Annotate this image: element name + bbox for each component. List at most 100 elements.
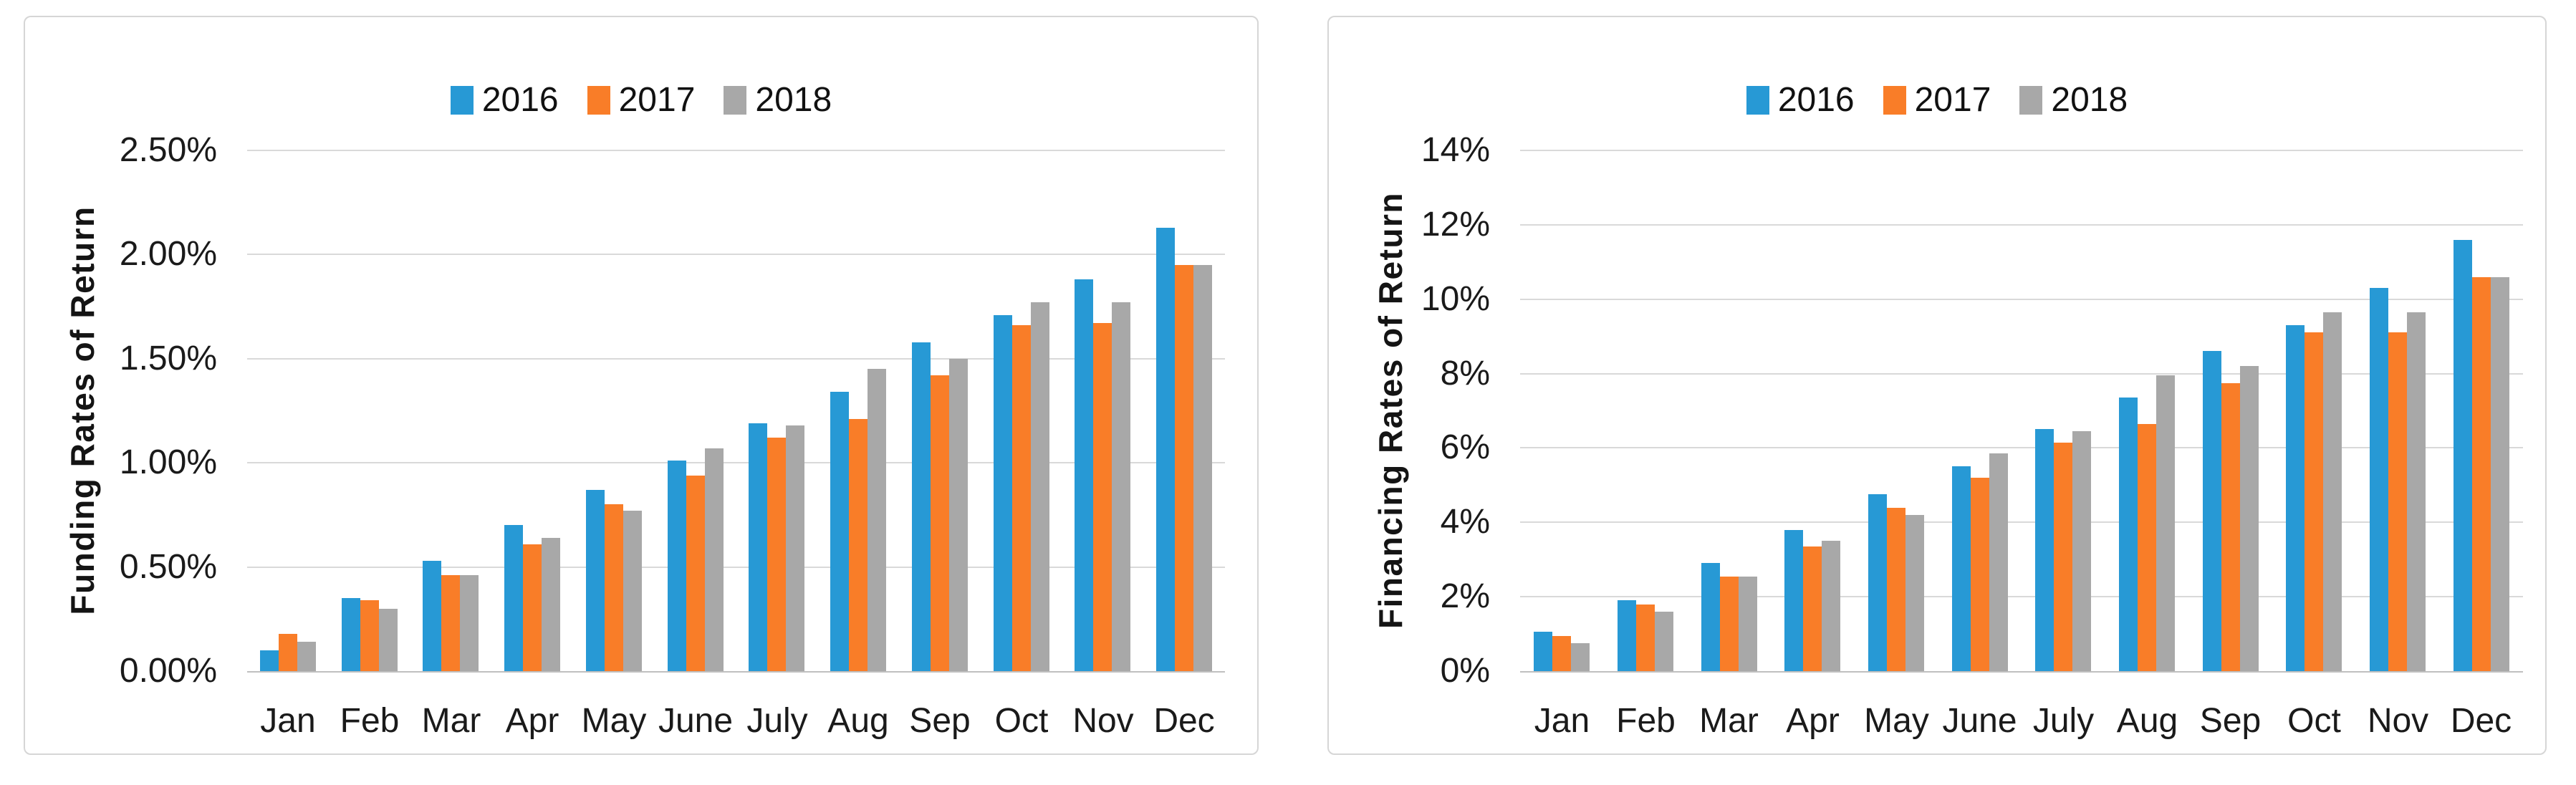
y-axis-title: Financing Rates of Return [1372,192,1409,629]
bar-2016-Mar [423,561,441,671]
gridline [247,462,1225,464]
x-tick-label: Mar [421,702,481,740]
bar-2018-May [623,511,642,671]
legend-label: 2017 [1914,81,1991,119]
y-tick-label: 0% [1440,652,1490,690]
x-tick-label: July [746,702,808,740]
legend-label: 2016 [481,81,559,119]
legend-swatch-2017 [1883,86,1906,115]
bar-2016-Sep [2203,351,2221,671]
legend-swatch-2016 [1746,86,1769,115]
legend-item-2016: 2016 [450,80,559,120]
bar-2016-May [586,490,605,671]
bar-2016-Feb [342,598,360,671]
bar-2018-June [705,448,724,671]
y-tick-label: 6% [1440,428,1490,467]
x-tick-label: Oct [994,702,1049,740]
y-tick-label: 0.00% [119,652,217,690]
bar-2018-Apr [1822,541,1840,671]
gridline [1520,596,2523,598]
x-tick-label: June [658,702,734,740]
bar-2017-Jan [279,634,297,671]
x-tick-label: Jan [1534,702,1590,740]
bar-2017-Nov [2388,332,2407,671]
bar-2017-Apr [1803,546,1822,671]
x-tick-label: Feb [1616,702,1676,740]
gridline [247,357,1225,360]
bar-2018-Aug [2156,375,2175,671]
y-tick-label: 10% [1421,279,1490,318]
bar-2017-Sep [931,375,949,671]
legend-label: 2018 [2051,81,2128,119]
bar-2016-Oct [994,315,1012,671]
bar-2017-Oct [2305,332,2323,671]
gridline [1520,372,2523,375]
bar-2018-Mar [1739,577,1757,671]
bar-2017-June [686,476,705,671]
bar-2018-Mar [460,575,479,671]
legend-swatch-2018 [724,86,747,115]
x-axis-line [1520,671,2523,673]
x-tick-label: Sep [909,702,971,740]
bar-2018-Jan [297,642,316,671]
bar-2017-Oct [1012,325,1031,671]
bar-2016-Jan [1534,632,1552,671]
financing-chart-panel: 2016 2017 2018 Financing Rates of Return 0… [1327,16,2547,755]
y-tick-label: 8% [1440,354,1490,393]
y-tick-label: 4% [1440,503,1490,541]
bar-2016-July [749,423,767,671]
legend-item-2016: 2016 [1746,80,1855,120]
bar-2017-May [1887,508,1905,671]
bar-2016-Dec [2454,240,2472,671]
bar-2018-Nov [2407,312,2426,671]
bar-2017-Sep [2221,383,2240,671]
bar-2017-Feb [360,600,379,671]
bar-2018-Sep [949,359,968,671]
x-tick-label: June [1942,702,2017,740]
x-tick-label: Dec [2450,702,2512,740]
bar-2016-Apr [1784,530,1803,671]
bar-2017-Jan [1552,636,1571,671]
legend: 2016 2017 2018 [25,80,1257,120]
x-tick-label: July [2032,702,2095,740]
legend-item-2018: 2018 [2019,80,2128,120]
bar-2016-Dec [1156,228,1175,671]
bar-2016-June [668,461,686,671]
y-tick-label: 0.50% [119,547,217,586]
y-tick-label: 1.50% [119,339,217,377]
bar-2016-Nov [2370,288,2388,671]
legend-item-2018: 2018 [724,80,832,120]
bar-2016-Apr [504,525,523,671]
bar-2017-Dec [2472,277,2491,671]
bar-2016-Jan [260,650,279,671]
bar-2018-July [786,425,804,671]
bar-2017-Aug [849,419,868,671]
bar-2018-June [1989,453,2008,671]
bar-2018-Nov [1112,302,1130,671]
gridline [1520,521,2523,524]
legend-item-2017: 2017 [587,80,695,120]
legend-label: 2018 [755,81,832,119]
bar-2017-Mar [1720,577,1739,671]
gridline [247,566,1225,568]
bar-2018-Feb [379,609,398,671]
bar-2017-May [605,504,623,671]
y-tick-label: 2.50% [119,131,217,169]
gridline [1520,223,2523,226]
bar-2017-Aug [2138,424,2156,671]
x-tick-label: Mar [1699,702,1759,740]
legend-swatch-2018 [2019,86,2043,115]
bar-2018-Sep [2240,366,2259,671]
bar-2016-Mar [1701,563,1720,671]
x-tick-label: Nov [2367,702,2429,740]
funding-chart-panel: 2016 2017 2018 Funding Rates of Return 0.0… [24,16,1259,755]
x-tick-label: Aug [2116,702,2178,740]
bar-2017-July [2054,443,2072,671]
bar-2016-Aug [830,392,849,671]
x-tick-label: Jan [260,702,316,740]
y-tick-label: 1.00% [119,443,217,482]
legend-item-2017: 2017 [1883,80,1991,120]
bar-2018-Aug [868,369,886,671]
gridline [247,254,1225,256]
